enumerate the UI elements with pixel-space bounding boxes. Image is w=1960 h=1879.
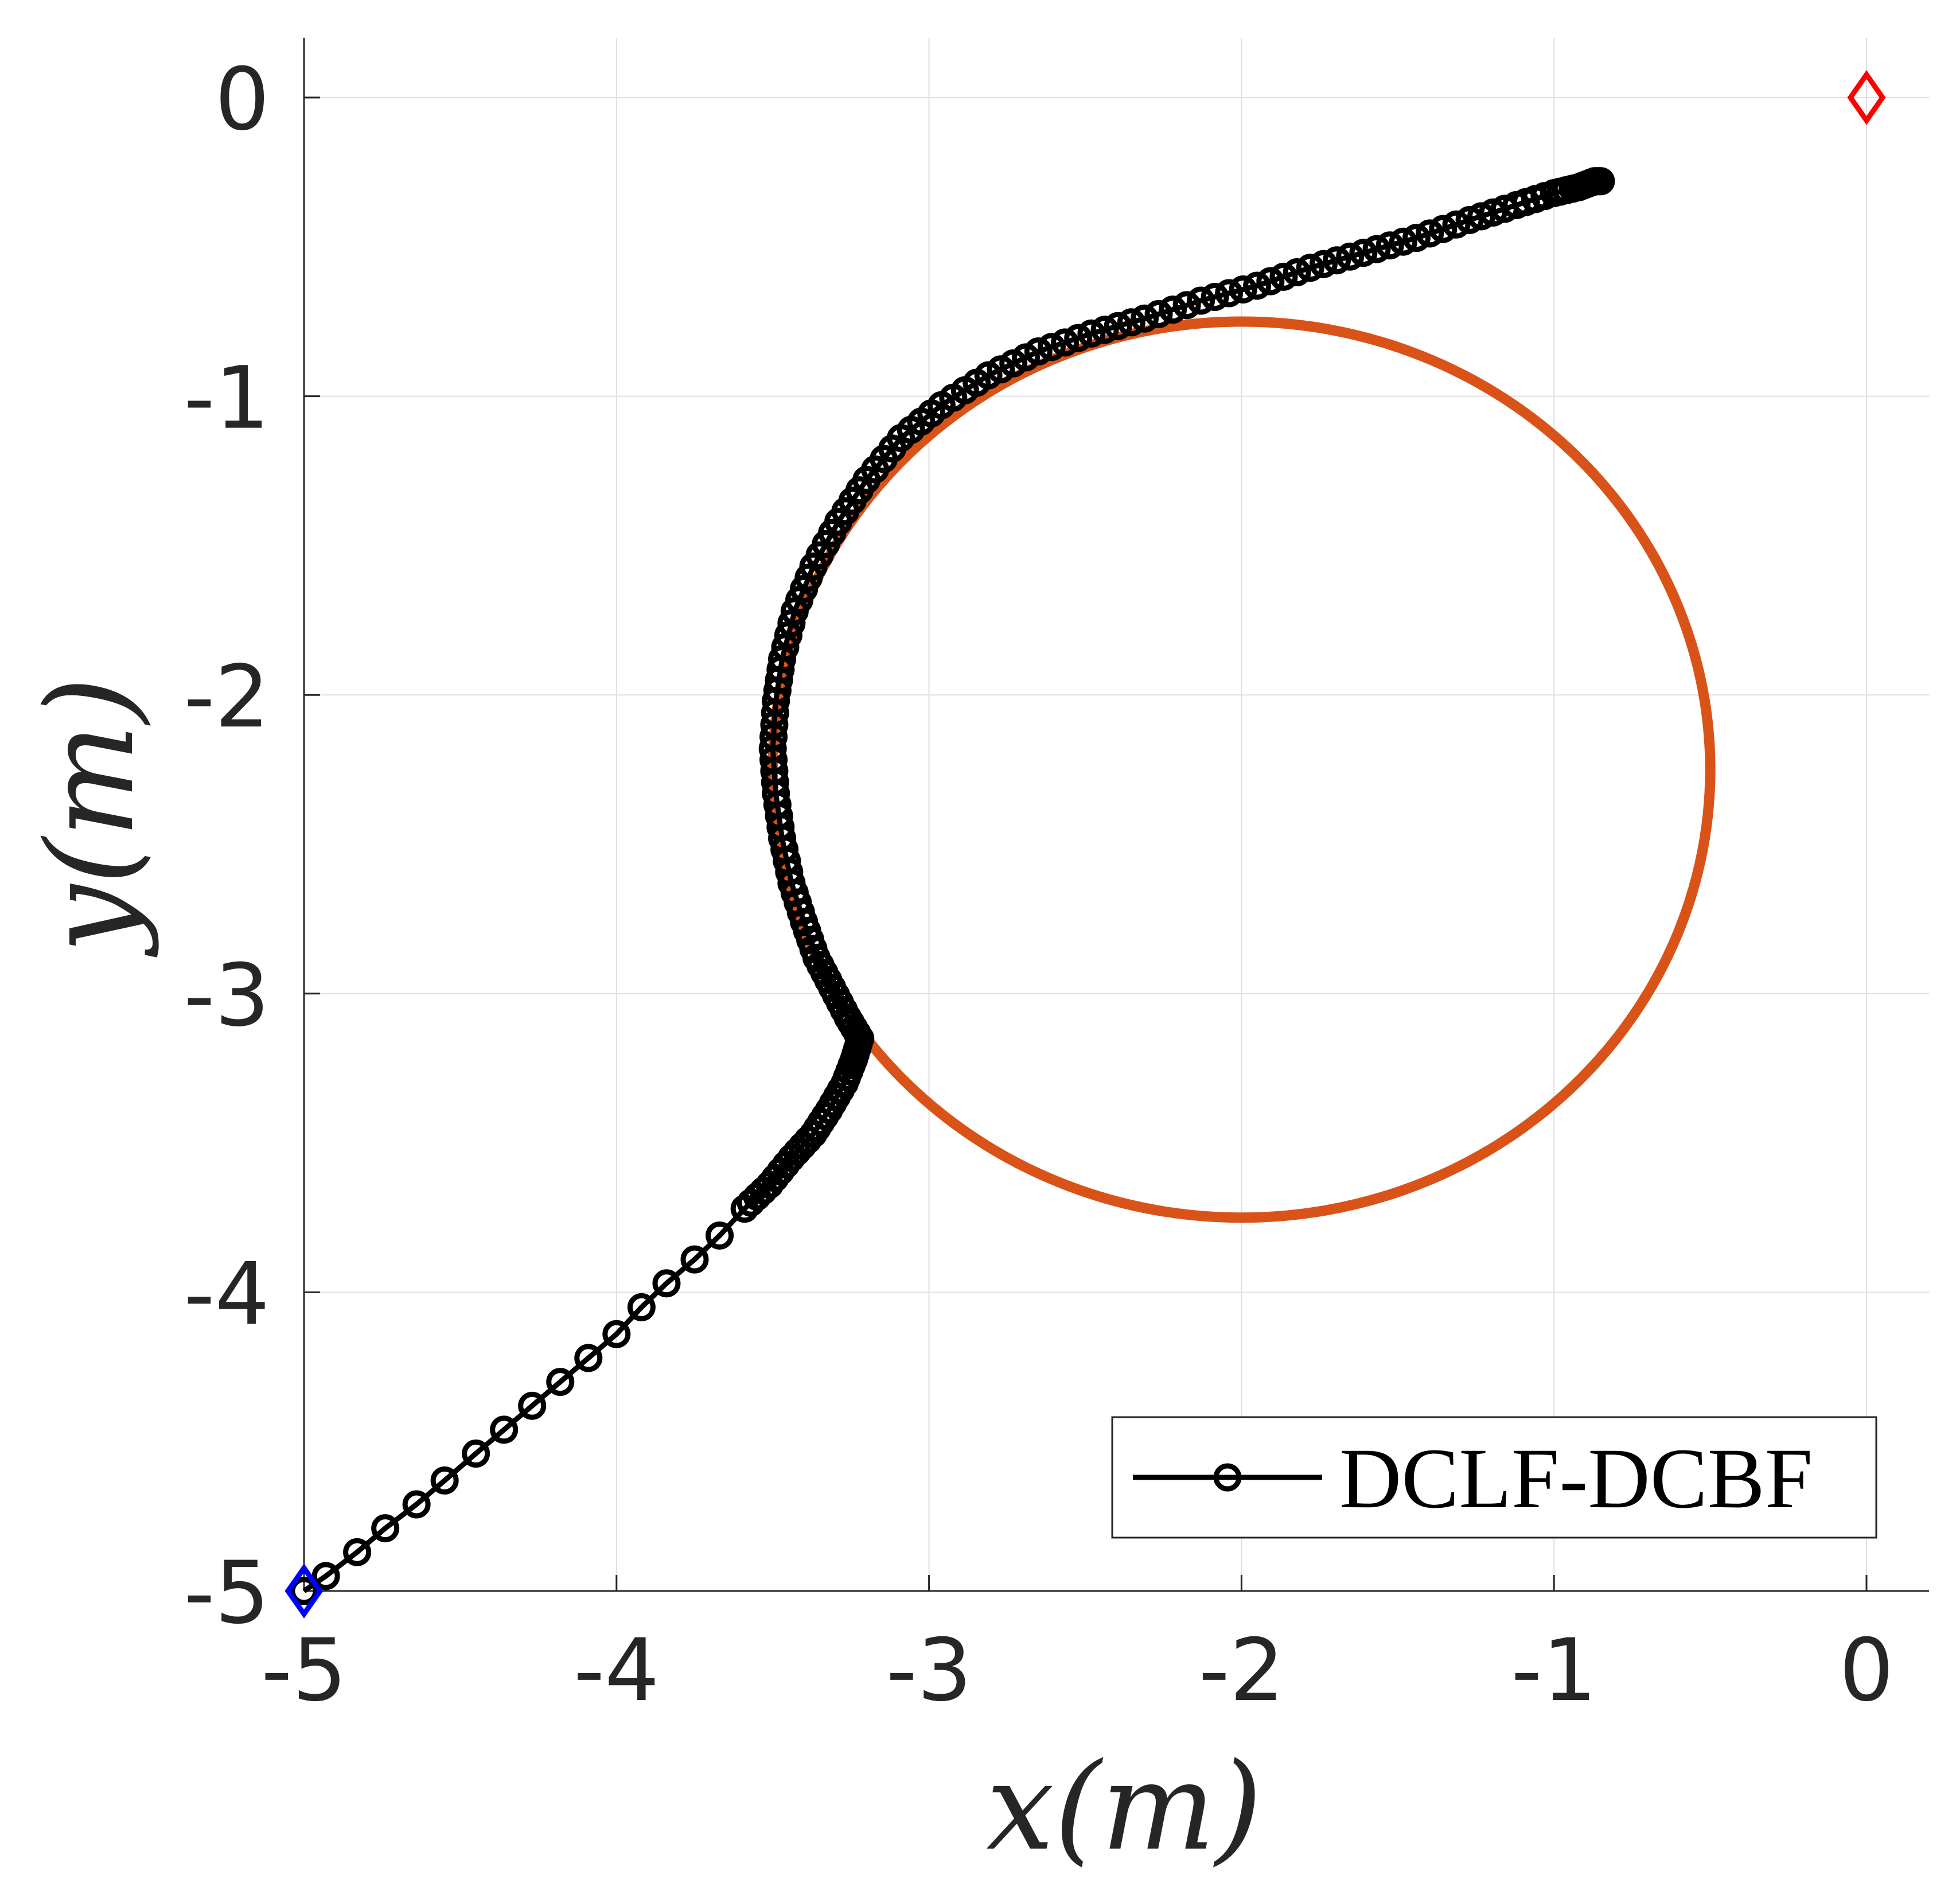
trajectory-point [1349,239,1378,267]
trajectory-point [1117,308,1145,337]
tick-labels: -5 -4 -3 -2 -1 0 0 -1 -2 -3 -4 -5 [184,50,1893,1721]
trajectory-point [1037,333,1066,361]
trajectory-point [1429,215,1458,243]
trajectory-point [402,1490,431,1519]
y-tick-label: -5 [184,1543,270,1643]
trajectory-point [430,1466,459,1495]
y-axis-label: y(m) [20,676,161,958]
trajectory-point [627,1293,656,1321]
trajectory-point [1144,299,1173,328]
start-goal-markers [285,70,1886,1619]
trajectory-point [290,1577,318,1605]
trajectory-point [1587,167,1615,196]
trajectory-point [371,1514,400,1543]
y-tick-label: -4 [184,1244,270,1344]
trajectory-point [1416,219,1444,248]
trajectory-point [343,1538,372,1566]
trajectory-point [311,1562,340,1590]
trajectory-point [1159,295,1187,324]
x-tick-label: -3 [886,1621,972,1721]
y-tick-label: 0 [215,50,270,150]
trajectory-point [652,1269,681,1298]
trajectory-point [1077,319,1106,348]
trajectory-point [1256,267,1285,295]
trajectory-point [1336,242,1365,271]
y-tick-label: -1 [184,349,270,449]
start-marker [285,1563,324,1619]
trajectory-point [1064,324,1093,352]
trajectory-point [1229,275,1257,304]
goal-marker [1847,70,1886,125]
trajectory-point [546,1368,575,1396]
trajectory-point [1442,210,1471,239]
trajectory-point [1269,262,1298,291]
x-tick-label: -2 [1199,1621,1285,1721]
trajectory-point [706,1221,734,1250]
trajectory-point [1104,312,1132,340]
trajectory-point [1051,328,1080,357]
trajectory-point [1090,316,1119,344]
y-tick-label: -3 [184,946,270,1046]
legend-marker-sample [1213,1463,1242,1492]
trajectory-point [602,1320,631,1348]
x-axis-label: x(m) [986,1737,1262,1877]
trajectory-point [518,1391,547,1420]
trajectory-point [1375,231,1404,260]
trajectory-point [1131,304,1159,333]
trajectory-point [462,1440,490,1468]
trajectory-point [1309,250,1338,278]
trajectory-point [1172,291,1201,320]
trajectory-point [1187,286,1215,315]
trajectory-point [1389,227,1417,256]
trajectory-point [680,1245,709,1274]
y-tick-label: -2 [184,647,270,747]
trajectory-point [1243,271,1272,300]
trajectory-point [490,1415,519,1444]
axes [303,37,1929,1592]
legend: DCLF-DCBF [1111,1416,1877,1539]
x-tick-label: -1 [1511,1621,1597,1721]
trajectory-point [1362,235,1391,263]
legend-label: DCLF-DCBF [1339,1431,1813,1526]
trajectory-point [1215,279,1244,308]
trajectory-point [1323,246,1351,275]
trajectory-point [574,1344,603,1372]
trajectory-point [1283,258,1311,287]
trajectory-point [1296,254,1324,282]
x-tick-label: -4 [574,1621,660,1721]
x-tick-label: 0 [1839,1621,1893,1721]
trajectory-point [1201,283,1229,312]
grid-lines [303,37,1929,1592]
trajectory-point [1024,337,1053,366]
x-tick-label: -5 [261,1621,347,1721]
trajectory-series [290,167,1615,1605]
trajectory-point [1402,224,1431,252]
